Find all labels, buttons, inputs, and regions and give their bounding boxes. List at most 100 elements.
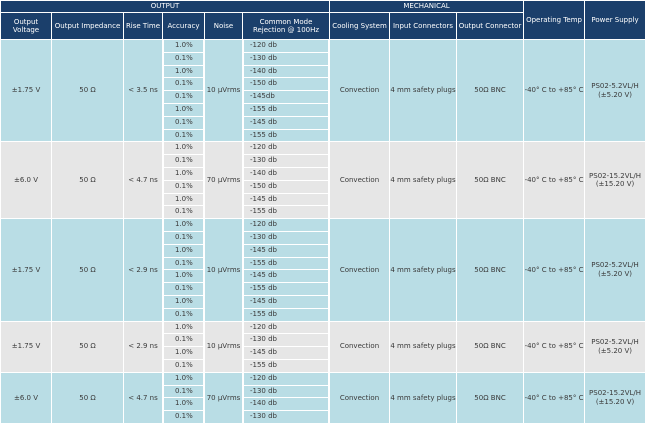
power-supply-voltage: (±5.20 V) xyxy=(598,269,632,278)
accuracy-cell-value: 1.0% xyxy=(164,322,203,333)
output-connector-cell: 50Ω BNC xyxy=(455,38,525,143)
accuracy-cell: 0.1% xyxy=(162,256,205,271)
table-row: 0.1% -145db xyxy=(1,90,645,104)
cmr-cell: -150 db xyxy=(242,179,330,194)
cmr-cell-value: -145 db xyxy=(244,347,328,359)
col-header-power-supply: Power Supply xyxy=(584,0,645,40)
accuracy-cell: 1.0% xyxy=(162,141,205,156)
cmr-cell-value: -120 db xyxy=(244,322,328,333)
accuracy-cell-value: 0.1% xyxy=(164,360,203,372)
cmr-cell-value: -130 db xyxy=(244,334,328,346)
operating-temp-cell: -40° C to +85° C xyxy=(523,141,586,220)
cooling-system-cell: Convection xyxy=(329,38,390,143)
input-connectors-cell: 4 mm safety plugs xyxy=(389,320,457,373)
table-row: 0.1% -155 db xyxy=(1,205,645,220)
accuracy-cell-value: 1.0% xyxy=(164,66,203,77)
accuracy-cell-value: 0.1% xyxy=(164,117,203,129)
table-row: 0.1% -130 db xyxy=(1,384,645,399)
accuracy-cell: 0.1% xyxy=(162,384,205,399)
cmr-cell-value: -130 db xyxy=(244,386,328,397)
power-supply-cell: PS02-15.2VL/H (±15.20 V) xyxy=(584,371,645,424)
cmr-cell: -145db xyxy=(242,90,330,104)
col-header-rise-time: Rise Time xyxy=(123,12,163,40)
power-supply-voltage: (±5.20 V) xyxy=(598,346,632,355)
table-row: 0.1% -150 db xyxy=(1,179,645,194)
table-row: 0.1% -150 db xyxy=(1,77,645,92)
cmr-cell: -145 db xyxy=(242,115,330,130)
cmr-cell: -140 db xyxy=(242,397,330,412)
col-header-cooling-system: Cooling System xyxy=(329,12,390,40)
output-impedance-cell: 50 Ω xyxy=(51,218,124,322)
accuracy-cell-value: 1.0% xyxy=(164,40,203,52)
table-row: ±6.0 V 50 Ω < 4.7 ns 1.0% 70 μVrms -120 db Con… xyxy=(0,371,645,424)
operating-temp-cell: -40° C to +85° C xyxy=(523,38,586,143)
accuracy-cell: 0.1% xyxy=(162,77,205,92)
cmr-cell: -120 db xyxy=(242,371,330,386)
table-body: ±1.75 V 50 Ω < 3.5 ns 1.0% 10 μVrms -120 db Co… xyxy=(0,38,645,424)
accuracy-cell: 1.0% xyxy=(162,39,205,53)
rise-time-cell: < 4.7 ns xyxy=(123,141,163,220)
rise-time-cell: < 4.7 ns xyxy=(123,371,163,424)
accuracy-cell: 1.0% xyxy=(162,320,205,335)
cmr-cell-value: -155 db xyxy=(244,283,328,295)
cmr-cell-value: -150 db xyxy=(244,78,328,90)
accuracy-cell-value: 1.0% xyxy=(164,347,203,359)
accuracy-cell-value: 0.1% xyxy=(164,232,203,244)
noise-cell: 10 μVrms xyxy=(204,218,243,322)
input-connectors-cell: 4 mm safety plugs xyxy=(389,371,457,424)
accuracy-cell-value: 0.1% xyxy=(164,130,203,141)
accuracy-cell-value: 1.0% xyxy=(164,296,203,308)
accuracy-cell-value: 1.0% xyxy=(164,194,203,205)
accuracy-cell: 0.1% xyxy=(162,410,205,424)
power-supply-cell: PS02-5.2VL/H (±5.20 V) xyxy=(584,218,645,322)
power-supply-cell: PS02-5.2VL/H (±5.20 V) xyxy=(584,320,645,373)
power-supply-voltage: (±5.20 V) xyxy=(598,90,632,99)
col-header-operating-temp: Operating Temp xyxy=(523,0,586,40)
output-impedance-cell: 50 Ω xyxy=(51,371,124,424)
rise-time-cell: < 2.9 ns xyxy=(123,320,163,373)
col-header-noise: Noise xyxy=(204,12,243,40)
cmr-cell-value: -155 db xyxy=(244,130,328,141)
table-row: 0.1% -130 db xyxy=(1,154,645,168)
output-impedance-cell: 50 Ω xyxy=(51,38,124,143)
accuracy-cell: 0.1% xyxy=(162,205,205,220)
cmr-cell: -130 db xyxy=(242,384,330,399)
cmr-cell-value: -155 db xyxy=(244,258,328,269)
cmr-cell-value: -120 db xyxy=(244,219,328,231)
accuracy-cell: 1.0% xyxy=(162,192,205,207)
accuracy-cell: 1.0% xyxy=(162,218,205,232)
accuracy-cell-value: 1.0% xyxy=(164,398,203,410)
accuracy-cell-value: 1.0% xyxy=(164,104,203,116)
output-connector-cell: 50Ω BNC xyxy=(455,320,525,373)
cmr-cell-value: -155 db xyxy=(244,206,328,218)
accuracy-cell: 1.0% xyxy=(162,294,205,309)
input-connectors-cell: 4 mm safety plugs xyxy=(389,141,457,220)
table-row: 1.0% -145 db xyxy=(1,346,645,360)
cmr-cell: -155 db xyxy=(242,307,330,322)
table-row: 0.1% -155 db xyxy=(1,282,645,296)
col-header-output-impedance: Output Impedance xyxy=(51,12,124,40)
table-row: 0.1% -130 db xyxy=(1,410,645,424)
cmr-cell: -145 db xyxy=(242,294,330,309)
output-impedance-cell: 50 Ω xyxy=(51,141,124,220)
rise-time-cell: < 3.5 ns xyxy=(123,38,163,143)
cmr-cell: -145 db xyxy=(242,269,330,284)
power-supply-model: PS02-5.2VL/H xyxy=(591,82,639,91)
cmr-cell-value: -155 db xyxy=(244,104,328,116)
accuracy-cell-value: 0.1% xyxy=(164,181,203,193)
cooling-system-cell: Convection xyxy=(329,320,390,373)
accuracy-cell-value: 1.0% xyxy=(164,142,203,154)
cmr-cell-value: -140 db xyxy=(244,398,328,410)
cmr-cell-value: -155 db xyxy=(244,360,328,372)
accuracy-cell-value: 1.0% xyxy=(164,270,203,282)
col-header-input-connectors: Input Connectors xyxy=(389,12,457,40)
table-row: 0.1% -155 db xyxy=(1,128,645,143)
output-voltage-cell: ±6.0 V xyxy=(0,371,52,424)
table-row: ±1.75 V 50 Ω < 3.5 ns 1.0% 10 μVrms -120 db Co… xyxy=(0,38,645,143)
accuracy-cell-value: 0.1% xyxy=(164,283,203,295)
col-header-cmr: Common Mode Rejection @ 100Hz xyxy=(242,12,330,40)
power-supply-model: PS02-15.2VL/H xyxy=(589,389,642,398)
power-supply-model: PS02-15.2VL/H xyxy=(589,171,642,180)
accuracy-cell: 0.1% xyxy=(162,307,205,322)
